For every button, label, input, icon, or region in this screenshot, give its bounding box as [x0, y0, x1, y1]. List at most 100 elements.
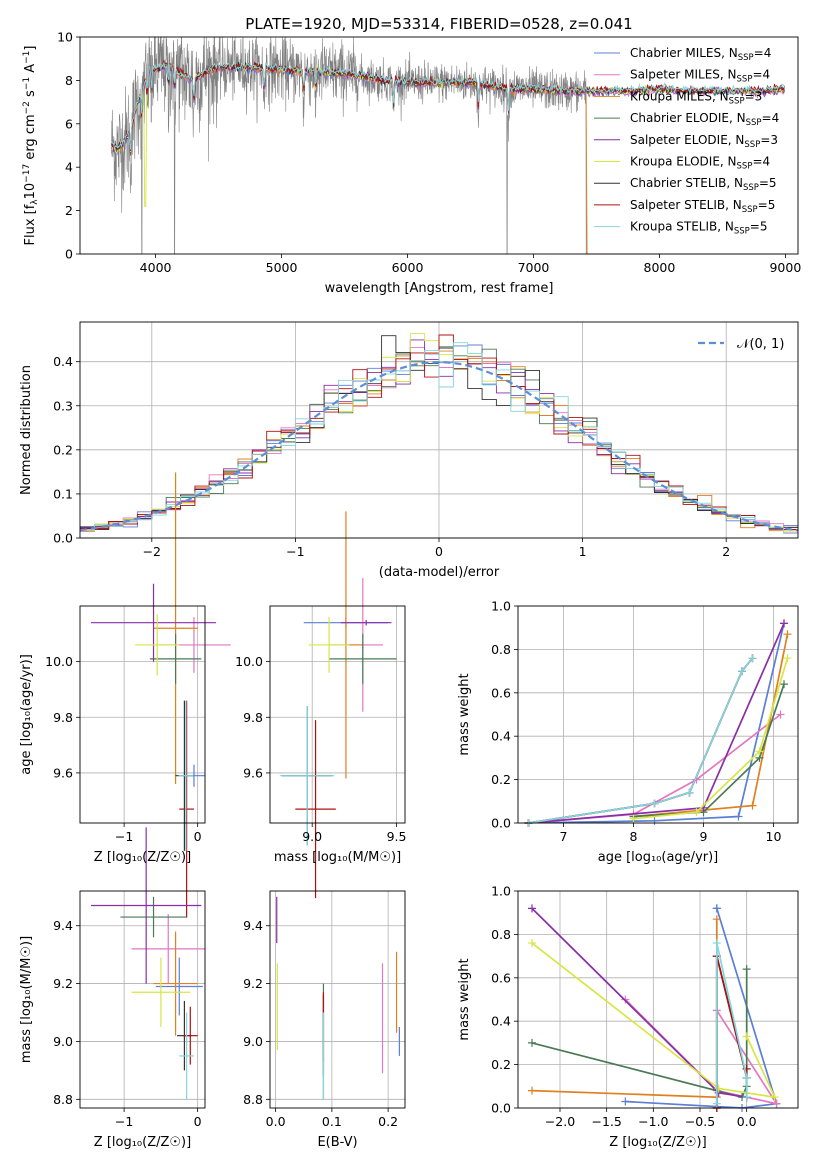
age-vs-Z-ytick-label: 10.0: [45, 654, 73, 669]
weight-vs-Z-point: [712, 904, 721, 913]
legend-label: Salpeter ELODIE, NSSP=3: [630, 133, 778, 150]
weight-vs-age-xtick-label: 10: [766, 829, 782, 844]
weight-vs-age-xtick-label: 9: [700, 829, 708, 844]
residuals-ytick-label: 0.1: [53, 486, 73, 501]
weight-vs-age-ytick-label: 1.0: [491, 599, 511, 614]
weight-vs-Z-point: [528, 1038, 536, 1047]
spectrum-xtick-label: 5000: [266, 260, 298, 275]
weight-vs-Z-point: [712, 1099, 721, 1108]
mass-vs-Z-ytick-label: 9.4: [53, 918, 73, 933]
spectrum-xtick-label: 6000: [392, 260, 424, 275]
weight-vs-age-xtick-label: 8: [630, 829, 638, 844]
weight-vs-age-ylabel: mass weight: [457, 673, 472, 755]
weight-vs-age-ytick-label: 0.8: [491, 642, 511, 657]
mass-vs-ebv-ytick-label: 9.2: [243, 976, 263, 991]
weight-vs-age-xlabel: age [log₁₀(age/yr)]: [598, 850, 719, 865]
mass-vs-Z-ytick-label: 9.2: [53, 976, 73, 991]
age-vs-Z-xtick-label: −1: [115, 829, 133, 844]
spectrum-ylabel: Flux [fλ10−17 erg cm−2 s−1 A−1]: [22, 46, 40, 246]
normal-curve: [79, 360, 799, 532]
spectrum-ytick-label: 2: [65, 203, 73, 218]
weight-vs-Z-point: [772, 1099, 781, 1108]
mass-vs-ebv-ytick-label: 9.4: [243, 918, 263, 933]
weight-vs-Z-point: [528, 904, 536, 913]
spectrum-ytick-label: 0: [65, 247, 73, 262]
age-vs-mass-frame: [269, 605, 406, 824]
legend-label: Salpeter STELIB, NSSP=5: [630, 198, 775, 215]
weight-vs-Z-point: [742, 1032, 751, 1041]
weight-vs-age-point: [734, 812, 743, 821]
mass-vs-ebv-xtick-label: 0.2: [378, 1114, 398, 1129]
legend-label: Chabrier STELIB, NSSP=5: [630, 176, 777, 193]
mass-vs-Z-ylabel: mass [log₁₀(M/M☉)]: [19, 936, 34, 1063]
weight-vs-Z-xtick-label: −0.5: [685, 1114, 715, 1129]
age-vs-Z-ytick-label: 9.6: [53, 765, 73, 780]
weight-vs-age-point: [650, 816, 659, 825]
weight-vs-age-point: [755, 747, 764, 756]
mass-vs-Z-ytick-label: 9.0: [53, 1034, 73, 1049]
weight-vs-Z-ytick-label: 0.2: [491, 1057, 511, 1072]
weight-vs-Z-ytick-label: 1.0: [491, 884, 511, 899]
age-vs-mass-ytick-label: 9.8: [243, 710, 263, 725]
mass-vs-Z-xtick-label: −1: [115, 1114, 133, 1129]
weight-vs-age-series-line: [528, 623, 785, 823]
weight-vs-Z-point: [528, 939, 536, 948]
age-vs-mass-xtick-label: 9.0: [302, 829, 322, 844]
weight-vs-Z-ytick-label: 0.4: [491, 1014, 511, 1029]
residual-legend-label: 𝒩(0, 1): [737, 337, 784, 352]
mass-vs-ebv-ytick-label: 9.0: [243, 1034, 263, 1049]
weight-vs-Z-series-line: [531, 907, 747, 1099]
weight-vs-age-point: [780, 619, 788, 628]
weight-vs-Z-xtick-label: −1.5: [591, 1114, 621, 1129]
legend-label: Chabrier ELODIE, NSSP=4: [630, 111, 779, 128]
legend-label: Chabrier MILES, NSSP=4: [630, 46, 771, 63]
weight-vs-Z-series-line: [625, 908, 778, 1108]
weight-vs-Z-point: [742, 1093, 751, 1102]
weight-vs-age-point: [783, 654, 792, 663]
mass-vs-ebv-xtick-label: 0.1: [322, 1114, 342, 1129]
weight-vs-Z-point: [621, 1097, 630, 1106]
weight-vs-Z-point: [770, 1093, 779, 1102]
spectrum-ytick-label: 10: [57, 30, 73, 45]
weight-vs-age-point: [783, 630, 792, 639]
weight-vs-age-ytick-label: 0.4: [491, 729, 511, 744]
mass-vs-ebv-frame: [269, 890, 406, 1109]
age-vs-Z-xlabel: Z [log₁₀(Z/Z☉)]: [94, 850, 191, 865]
weight-vs-Z-ytick-label: 0.6: [491, 970, 511, 985]
residuals-xtick-label: 0: [435, 544, 443, 559]
spectrum-xtick-label: 8000: [644, 260, 676, 275]
age-vs-mass-xlabel: mass [log₁₀(M/M☉)]: [274, 850, 401, 865]
weight-vs-age-point: [738, 667, 746, 676]
spectrum-xlabel: wavelength [Angstrom, rest frame]: [325, 281, 554, 296]
weight-vs-age-series-line: [528, 623, 785, 823]
mass-vs-ebv-xtick-label: 0.0: [266, 1114, 286, 1129]
spectrum-xtick-label: 7000: [518, 260, 550, 275]
weight-vs-Z-point: [712, 939, 721, 948]
age-vs-Z-ylabel: age [log₁₀(age/yr)]: [19, 654, 34, 775]
spectrum-ytick-label: 8: [65, 73, 73, 88]
weight-vs-age-point: [685, 788, 694, 797]
weight-vs-age-point: [748, 801, 757, 810]
weight-vs-Z-point: [528, 1086, 536, 1095]
weight-vs-age-point: [629, 814, 638, 823]
legend-label: Kroupa MILES, NSSP=3: [630, 89, 762, 106]
age-vs-Z-xtick-label: 0: [194, 829, 202, 844]
spectrum-title: PLATE=1920, MJD=53314, FIBERID=0528, z=0…: [245, 15, 632, 33]
mass-vs-Z-xlabel: Z [log₁₀(Z/Z☉)]: [94, 1135, 191, 1150]
residuals-xlabel: (data-model)/error: [379, 565, 500, 580]
weight-vs-Z-xtick-label: −1.0: [638, 1114, 668, 1129]
age-vs-Z-ytick-label: 9.8: [53, 710, 73, 725]
spectrum-frame: [79, 36, 799, 255]
residuals-xtick-label: −2: [143, 544, 161, 559]
weight-vs-Z-ylabel: mass weight: [457, 958, 472, 1040]
age-vs-mass-ytick-label: 10.0: [235, 654, 263, 669]
weight-vs-age-ytick-label: 0.2: [491, 772, 511, 787]
weight-vs-age-xtick-label: 7: [560, 829, 568, 844]
weight-vs-Z-point: [742, 1073, 751, 1082]
weight-vs-age-series-line: [633, 634, 789, 818]
weight-vs-Z-series-line: [715, 942, 748, 1104]
residuals-ytick-label: 0.3: [53, 398, 73, 413]
residual-histogram: [80, 342, 798, 534]
spectrum-xtick-label: 4000: [140, 260, 172, 275]
